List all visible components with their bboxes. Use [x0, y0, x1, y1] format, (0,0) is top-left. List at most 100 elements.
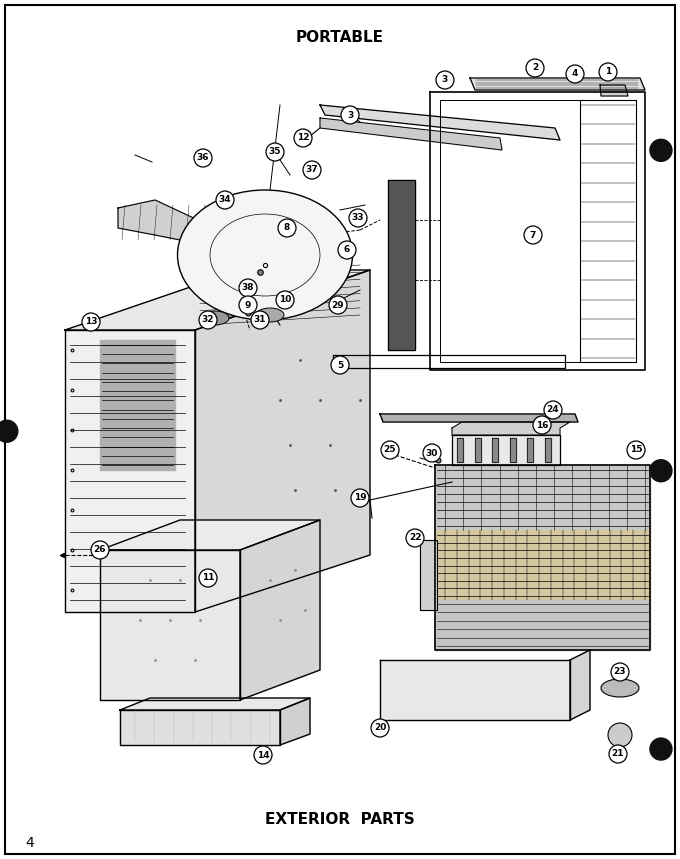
Polygon shape: [435, 530, 650, 600]
Polygon shape: [545, 438, 551, 462]
Circle shape: [650, 738, 672, 760]
Circle shape: [266, 143, 284, 161]
Polygon shape: [470, 78, 645, 90]
Polygon shape: [452, 422, 570, 435]
Circle shape: [331, 356, 349, 374]
Circle shape: [627, 441, 645, 459]
Polygon shape: [492, 438, 498, 462]
Text: 36: 36: [197, 154, 209, 162]
Circle shape: [338, 241, 356, 259]
Polygon shape: [240, 520, 320, 700]
Text: 11: 11: [202, 574, 214, 582]
Text: 12: 12: [296, 133, 309, 143]
Polygon shape: [100, 340, 175, 470]
Circle shape: [371, 719, 389, 737]
Ellipse shape: [201, 311, 229, 325]
Circle shape: [608, 723, 632, 747]
Polygon shape: [570, 650, 590, 720]
Text: 26: 26: [94, 545, 106, 555]
Polygon shape: [100, 520, 320, 550]
Polygon shape: [120, 698, 310, 710]
Ellipse shape: [177, 190, 352, 320]
Circle shape: [341, 106, 359, 124]
Text: 9: 9: [245, 301, 251, 309]
Text: 23: 23: [614, 667, 626, 677]
Polygon shape: [120, 710, 280, 745]
Polygon shape: [435, 465, 650, 530]
Circle shape: [609, 745, 627, 763]
Polygon shape: [100, 550, 240, 700]
Circle shape: [199, 569, 217, 587]
Circle shape: [381, 441, 399, 459]
Circle shape: [216, 191, 234, 209]
Text: 37: 37: [306, 166, 318, 174]
Text: 10: 10: [279, 295, 291, 304]
Text: 25: 25: [384, 446, 396, 454]
Text: 29: 29: [332, 301, 344, 309]
Text: 14: 14: [256, 751, 269, 759]
Circle shape: [524, 226, 542, 244]
Circle shape: [349, 209, 367, 227]
Circle shape: [82, 313, 100, 331]
Text: 7: 7: [530, 230, 537, 240]
Polygon shape: [475, 438, 481, 462]
Text: PORTABLE: PORTABLE: [296, 31, 384, 46]
Circle shape: [251, 311, 269, 329]
Text: 24: 24: [547, 405, 560, 415]
Ellipse shape: [256, 308, 284, 322]
Polygon shape: [118, 200, 215, 245]
Text: 1: 1: [605, 68, 611, 76]
Text: 3: 3: [442, 76, 448, 84]
Polygon shape: [195, 270, 370, 612]
Text: 5: 5: [337, 361, 343, 369]
Circle shape: [544, 401, 562, 419]
Circle shape: [329, 296, 347, 314]
Circle shape: [239, 279, 257, 297]
Circle shape: [650, 460, 672, 482]
Circle shape: [194, 149, 212, 167]
Circle shape: [406, 529, 424, 547]
Text: EXTERIOR  PARTS: EXTERIOR PARTS: [265, 813, 415, 827]
Text: 33: 33: [352, 214, 364, 222]
Polygon shape: [600, 85, 628, 96]
Circle shape: [294, 129, 312, 147]
Text: 20: 20: [374, 723, 386, 733]
Text: 15: 15: [630, 446, 642, 454]
Text: 4: 4: [572, 70, 578, 78]
Circle shape: [436, 71, 454, 89]
Polygon shape: [380, 414, 578, 422]
Text: 8: 8: [284, 223, 290, 233]
Polygon shape: [528, 438, 533, 462]
Text: 32: 32: [202, 315, 214, 325]
Circle shape: [254, 746, 272, 764]
Text: 22: 22: [409, 533, 421, 543]
Polygon shape: [452, 435, 560, 465]
Text: 34: 34: [219, 196, 231, 204]
Polygon shape: [65, 270, 370, 330]
Polygon shape: [435, 465, 650, 650]
Circle shape: [423, 444, 441, 462]
Text: 3: 3: [347, 111, 353, 119]
Text: 2: 2: [532, 64, 538, 72]
Polygon shape: [280, 698, 310, 745]
Polygon shape: [388, 180, 415, 350]
Text: 16: 16: [536, 421, 548, 430]
Circle shape: [650, 139, 672, 161]
Circle shape: [239, 296, 257, 314]
Circle shape: [303, 161, 321, 179]
Text: 38: 38: [242, 283, 254, 293]
Text: 30: 30: [426, 448, 438, 458]
Circle shape: [276, 291, 294, 309]
Circle shape: [91, 541, 109, 559]
Polygon shape: [420, 540, 437, 610]
Polygon shape: [65, 330, 195, 612]
Circle shape: [533, 416, 551, 434]
Text: 4: 4: [25, 836, 34, 850]
Text: 31: 31: [254, 315, 267, 325]
Circle shape: [351, 489, 369, 507]
Ellipse shape: [601, 679, 639, 697]
Text: 6: 6: [344, 246, 350, 254]
Polygon shape: [380, 660, 570, 720]
Polygon shape: [435, 600, 650, 650]
Circle shape: [566, 65, 584, 83]
